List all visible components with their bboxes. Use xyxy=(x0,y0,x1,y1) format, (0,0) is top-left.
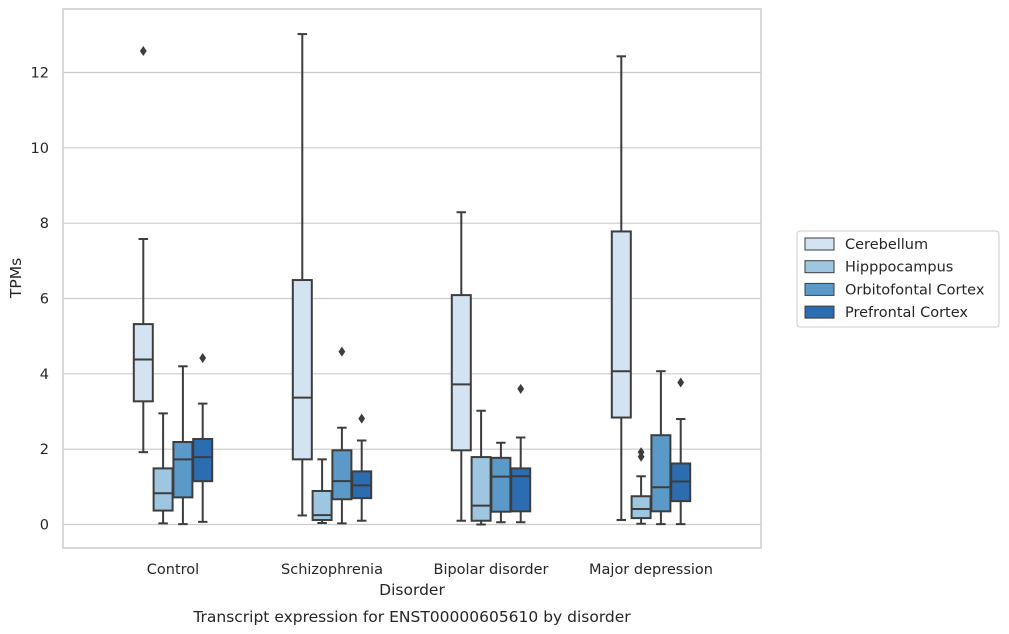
legend-label-3: Prefrontal Cortex xyxy=(845,305,968,321)
legend: Cerebellum Hipppocampus Orbitofontal Corte… xyxy=(796,230,1000,328)
box-3-2 xyxy=(510,383,532,524)
box-iqr xyxy=(630,495,652,520)
y-tick-label-8: 8 xyxy=(40,216,49,232)
plot-area-frame xyxy=(62,8,762,549)
legend-frame xyxy=(796,230,1000,328)
outlier-point xyxy=(139,46,147,57)
box-0-2 xyxy=(450,211,472,522)
x-tick-label-2: Bipolar disorder xyxy=(434,562,549,578)
box-iqr xyxy=(152,467,174,512)
box-iqr xyxy=(490,456,512,513)
boxes xyxy=(132,33,692,526)
y-tick-label-10: 10 xyxy=(31,141,49,157)
x-axis-ticks: Control Schizophrenia Bipolar disorder Majo… xyxy=(147,562,713,578)
box-iqr xyxy=(172,441,194,499)
outlier-point xyxy=(338,346,346,357)
outlier-point xyxy=(517,383,525,394)
legend-label-0: Cerebellum xyxy=(845,237,928,253)
box-2-1 xyxy=(331,346,353,525)
box-iqr xyxy=(311,489,333,521)
y-tick-label-4: 4 xyxy=(40,367,49,383)
box-3-0 xyxy=(192,353,214,523)
legend-swatch-1 xyxy=(804,260,835,274)
y-tick-label-0: 0 xyxy=(40,518,49,534)
chart-caption: Transcript expression for ENST0000060561… xyxy=(192,608,631,626)
y-tick-label-6: 6 xyxy=(40,292,49,308)
box-iqr xyxy=(510,467,532,513)
outlier-point xyxy=(677,377,685,388)
box-1-0 xyxy=(152,412,174,525)
box-iqr xyxy=(650,434,672,513)
box-iqr xyxy=(132,323,154,403)
x-tick-label-0: Control xyxy=(147,562,199,578)
legend-label-1: Hipppocampus xyxy=(845,260,953,276)
box-2-2 xyxy=(490,441,512,524)
outlier-point xyxy=(637,447,645,458)
box-iqr xyxy=(610,230,632,419)
box-iqr xyxy=(192,437,214,483)
y-axis-label: TPMs xyxy=(7,258,25,299)
y-tick-label-12: 12 xyxy=(31,66,49,82)
box-iqr xyxy=(291,279,313,461)
y-axis-ticks: 0 2 4 6 8 10 12 xyxy=(31,66,49,534)
box-0-3 xyxy=(610,55,632,521)
legend-swatch-0 xyxy=(804,237,835,251)
box-iqr xyxy=(470,456,492,522)
x-tick-label-3: Major depression xyxy=(589,562,713,578)
box-0-1 xyxy=(291,33,313,517)
box-0-0 xyxy=(132,46,154,454)
y-tick-label-2: 2 xyxy=(40,442,49,458)
box-3-3 xyxy=(670,377,692,526)
box-1-1 xyxy=(311,458,333,524)
legend-swatch-2 xyxy=(804,282,835,296)
box-2-3 xyxy=(650,370,672,526)
box-iqr xyxy=(331,449,353,501)
outlier-point xyxy=(199,353,207,364)
box-3-1 xyxy=(351,413,373,522)
box-1-2 xyxy=(470,409,492,526)
box-iqr xyxy=(450,294,472,452)
x-axis-label: Disorder xyxy=(379,581,445,599)
legend-swatch-3 xyxy=(804,305,835,319)
x-tick-label-1: Schizophrenia xyxy=(281,562,383,578)
box-2-0 xyxy=(172,365,194,526)
outlier-point xyxy=(358,413,366,424)
legend-label-2: Orbitofontal Cortex xyxy=(845,282,985,298)
box-1-3 xyxy=(630,447,652,525)
